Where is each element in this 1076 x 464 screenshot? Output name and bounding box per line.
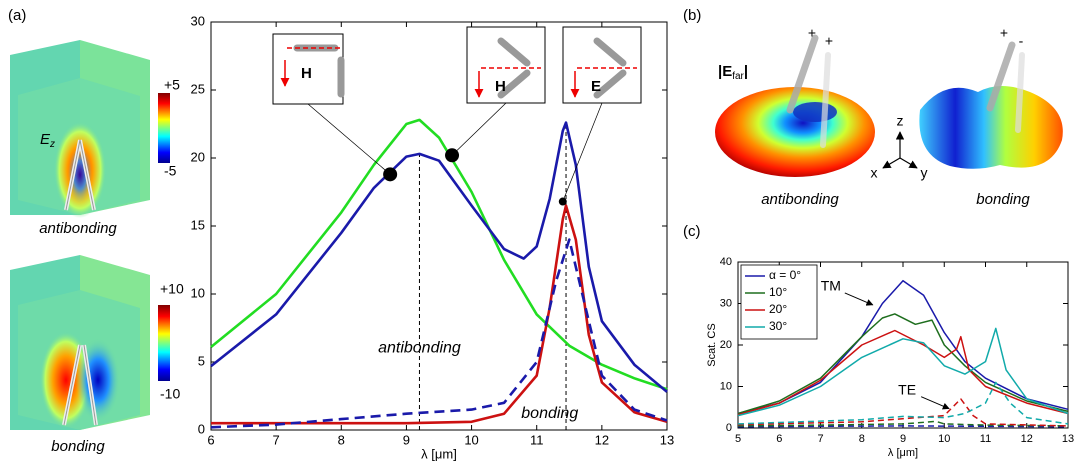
y-tick-label: 0	[726, 422, 732, 434]
y-axis-label: Scat. CS	[706, 323, 718, 366]
x-tick-label: 11	[530, 432, 544, 447]
y-tick-label: 0	[198, 421, 205, 436]
y-tick-label: 20	[191, 149, 205, 164]
y-tick-label: 25	[191, 81, 205, 96]
far-field-symbol: |E	[718, 63, 732, 80]
field-subscript: z	[49, 139, 55, 150]
axis-x: x	[871, 165, 878, 181]
plot: 5 6 7 8 9 10 11 12 13 0 10 20 30 40 λ [μm] Scat. CS α = …	[706, 256, 1074, 459]
y-tick-label: 15	[191, 217, 205, 232]
x-tick-label: 10	[938, 433, 950, 445]
y-tick-label: 30	[191, 13, 205, 28]
panel-label: (a)	[8, 7, 26, 24]
x-tick-label: 6	[776, 433, 782, 445]
panel-label: (b)	[683, 7, 701, 24]
y-tick-label: 20	[720, 339, 732, 351]
charge-sign: +	[808, 25, 816, 41]
annotation: TE	[898, 381, 916, 397]
x-tick-label: 13	[1062, 433, 1074, 445]
legend-label: 20°	[769, 302, 787, 316]
far-field-pattern	[715, 38, 1063, 177]
panel-label: (c)	[683, 223, 701, 240]
x-tick-label: 8	[338, 432, 345, 447]
y-tick-label: 5	[198, 353, 205, 368]
charge-sign: -	[1019, 33, 1024, 49]
field-map	[10, 40, 170, 218]
annotation: antibonding	[378, 340, 461, 357]
far-field-bar: |	[744, 63, 748, 80]
legend-label: α = 0°	[769, 268, 801, 282]
far-field-caption: antibonding	[761, 191, 839, 208]
charge-sign: +	[1000, 25, 1008, 41]
x-tick-label: 6	[207, 432, 214, 447]
field-caption: bonding	[51, 438, 105, 455]
legend-label: 10°	[769, 285, 787, 299]
x-tick-label: 7	[273, 432, 280, 447]
colorbar-max: +5	[164, 77, 180, 93]
x-tick-label: 5	[735, 433, 741, 445]
legend-label: 30°	[769, 319, 787, 333]
x-tick-label: 11	[980, 433, 991, 445]
field-caption: antibonding	[39, 220, 117, 237]
field-map	[10, 255, 170, 430]
far-field-caption: bonding	[976, 191, 1030, 208]
charge-sign: +	[825, 33, 833, 49]
x-tick-label: 7	[817, 433, 823, 445]
x-tick-label: 12	[595, 432, 609, 447]
x-tick-label: 12	[1021, 433, 1033, 445]
x-tick-label: 9	[900, 433, 906, 445]
y-tick-label: 10	[720, 380, 732, 392]
y-tick-label: 40	[720, 256, 732, 268]
x-tick-label: 8	[859, 433, 865, 445]
annotation: bonding	[521, 405, 578, 422]
far-field-subscript: far	[732, 71, 744, 82]
axis-z: z	[897, 113, 904, 129]
plot: 6 7 8 9 10 11 12 13 0 5 10 15 20 25 30 λ [μm] antibondin…	[191, 13, 675, 461]
x-tick-label: 9	[403, 432, 410, 447]
colorbar-max: +10	[160, 281, 184, 297]
inset-label: H	[495, 78, 506, 95]
x-axis-label: λ [μm]	[888, 447, 918, 459]
far-field-label: |Efar|	[718, 63, 748, 82]
inset-label: E	[591, 78, 601, 95]
y-tick-label: 30	[720, 297, 732, 309]
x-tick-label: 10	[464, 432, 478, 447]
x-axis-label: λ [μm]	[421, 446, 457, 461]
colorbar-min: -10	[160, 386, 180, 402]
inset-label: H	[301, 65, 312, 82]
x-tick-label: 13	[660, 432, 674, 447]
axis-y: y	[921, 165, 928, 181]
y-tick-label: 10	[191, 285, 205, 300]
figure: (a) (b) (c) Ez +5 -5 antibonding +10 -10…	[0, 0, 1076, 464]
colorbar-min: -5	[164, 163, 177, 179]
annotation: TM	[821, 278, 841, 294]
